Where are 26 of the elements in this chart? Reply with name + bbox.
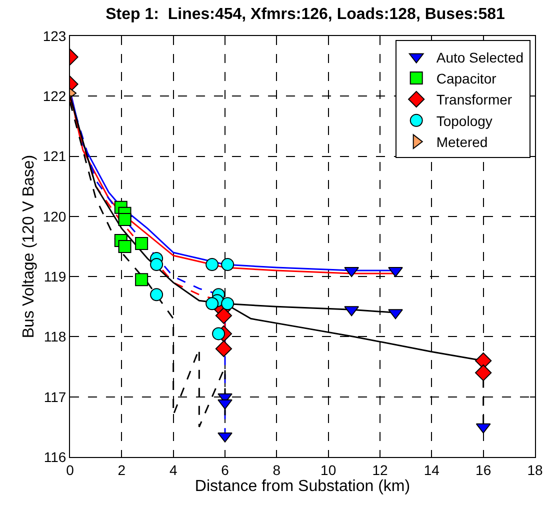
- legend-label: Transformer: [436, 92, 512, 108]
- legend-label: Topology: [436, 112, 492, 129]
- x-tick-label: 6: [221, 462, 230, 478]
- y-tick-label: 123: [42, 28, 66, 44]
- chart-title: Step 1: Lines:454, Xfmrs:126, Loads:128, Buses:581: [106, 6, 505, 23]
- y-axis-title: Bus Voltage (120 V Base): [20, 154, 38, 338]
- y-tick-label: 120: [42, 208, 66, 224]
- x-tick-label: 18: [527, 462, 543, 478]
- x-tick-label: 0: [66, 462, 74, 478]
- x-axis-title: Distance from Substation (km): [194, 478, 410, 495]
- y-tick-label: 118: [44, 328, 66, 345]
- x-tick-label: 8: [272, 462, 281, 478]
- legend-label: Capacitor: [436, 70, 497, 86]
- y-tick-label: 121: [42, 148, 66, 164]
- legend-label: Metered: [436, 134, 488, 150]
- y-tick-label: 117: [44, 388, 66, 405]
- y-tick-label: 119: [44, 268, 66, 284]
- x-tick-label: 2: [118, 462, 126, 478]
- x-tick-label: 12: [372, 462, 388, 478]
- x-tick-label: 16: [476, 462, 492, 478]
- x-tick-label: 14: [424, 462, 440, 478]
- x-tick-label: 4: [169, 462, 178, 478]
- legend-label: Auto Selected: [436, 49, 524, 66]
- x-tick-label: 10: [320, 462, 336, 478]
- y-tick-label: 116: [44, 448, 66, 465]
- y-tick-label: 122: [42, 88, 66, 104]
